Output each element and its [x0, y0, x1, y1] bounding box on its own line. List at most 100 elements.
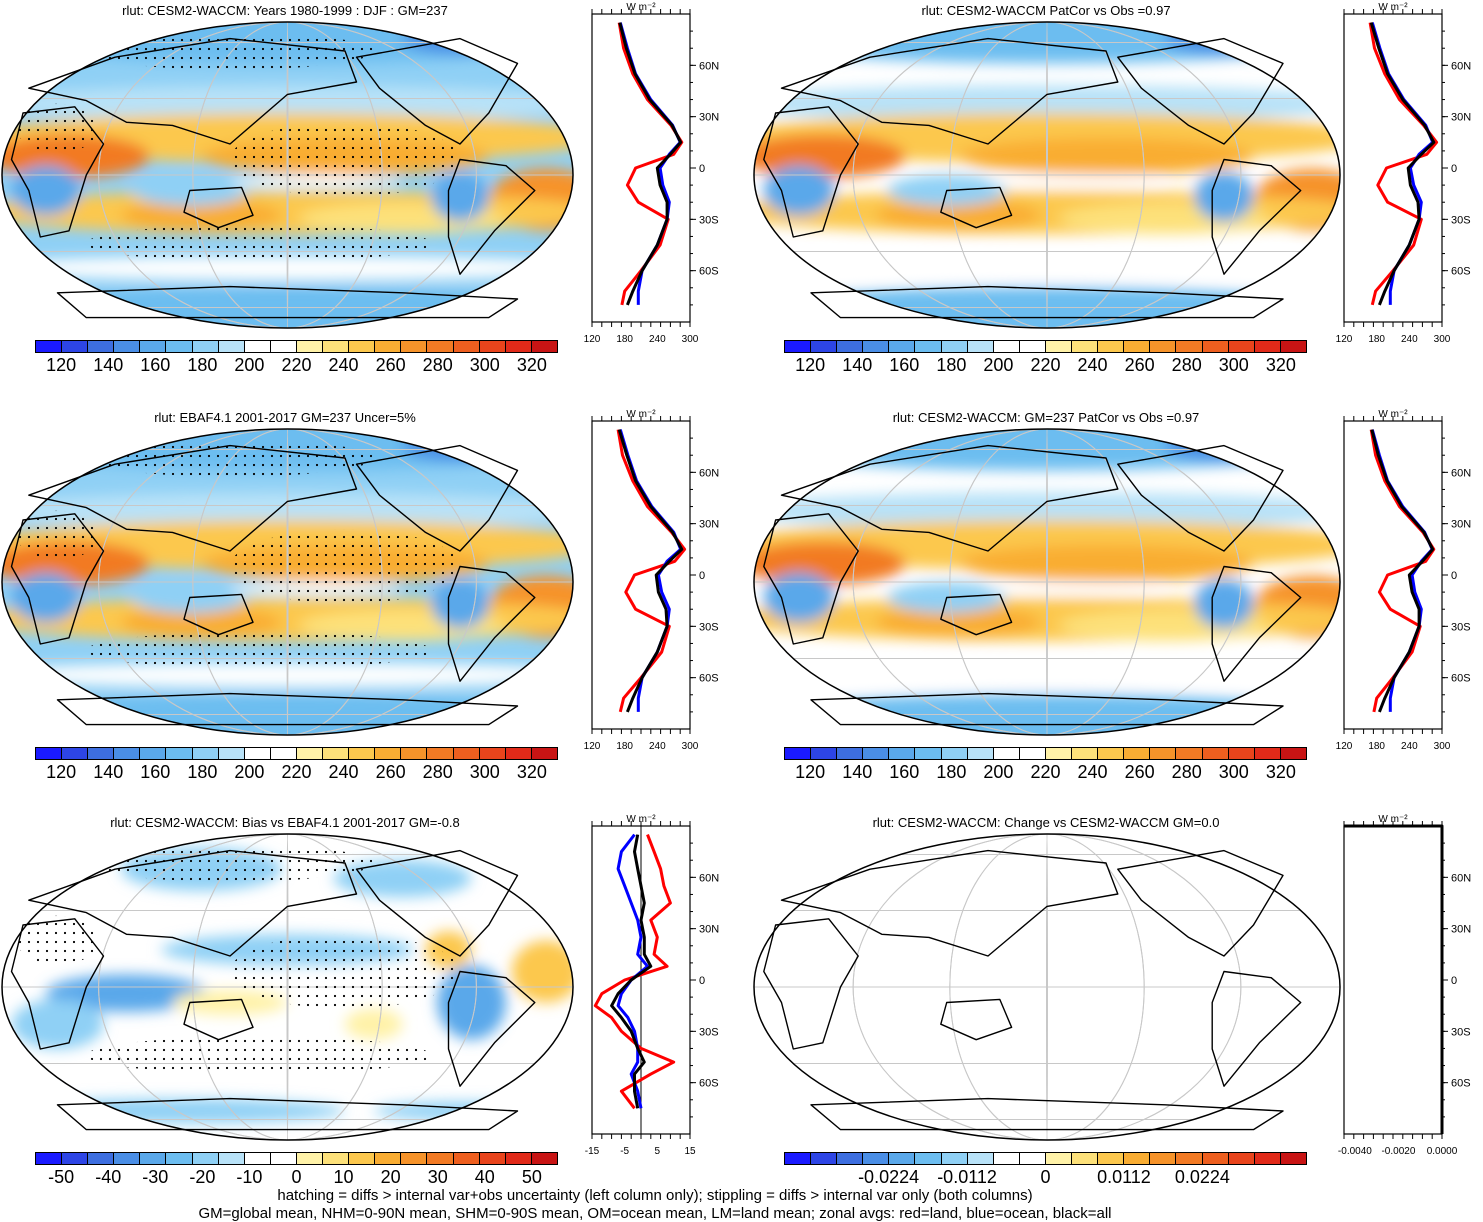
colorbar-swatch [1124, 1153, 1151, 1164]
colorbar-swatch [296, 748, 324, 759]
zonal-line-all [1369, 22, 1436, 306]
zonal-x-tick-label: 180 [616, 741, 633, 752]
colorbar-swatch [1072, 341, 1099, 352]
colorbar-swatch [889, 748, 916, 759]
zonal-lat-label: 60N [699, 872, 719, 884]
colorbar-swatch [1202, 341, 1229, 352]
field-blob [11, 999, 104, 1049]
colorbar-swatch [1254, 341, 1281, 352]
colorbar-swatch [1045, 748, 1073, 759]
field-blob [431, 171, 489, 222]
colorbar-swatch [349, 341, 376, 352]
colorbar-tick-label: 280 [422, 762, 453, 782]
colorbar-tick-label: 0.0112 [1097, 1167, 1151, 1187]
colorbar-tick-label: 260 [1124, 355, 1155, 375]
zonal-x-tick-label: 180 [1368, 741, 1385, 752]
colorbar-tick-label: 260 [375, 762, 406, 782]
colorbar-swatch [192, 1153, 219, 1164]
colorbar-swatch [1280, 748, 1306, 759]
colorbar-swatch [270, 341, 297, 352]
colorbar-tick-label: 40 [474, 1167, 495, 1187]
zonal-x-tick-label: 5 [655, 1146, 661, 1157]
colorbar-swatch [811, 748, 838, 759]
colorbar-swatch [296, 1153, 324, 1164]
colorbar-swatch [941, 341, 968, 352]
zonal-unit-label: W m⁻² [1378, 814, 1408, 825]
panel-title-bias: rlut: CESM2-WACCM: Bias vs EBAF4.1 2001-… [110, 815, 460, 830]
colorbar-tick-label: 320 [516, 762, 547, 782]
colorbar-swatch [1045, 1153, 1073, 1164]
colorbar-swatch [837, 1153, 864, 1164]
colorbar-swatch [1124, 341, 1151, 352]
field-blob [763, 572, 835, 623]
field-blob [172, 990, 288, 1015]
panel-title-model-2: rlut: CESM2-WACCM: GM=237 PatCor vs Obs … [892, 410, 1200, 425]
field-blob [345, 1008, 403, 1040]
map-model-2 [753, 428, 1341, 736]
field-blob [754, 134, 906, 179]
zonal-line-all [617, 429, 684, 713]
colorbar-tick-label: 220 [281, 355, 312, 375]
colorbar-swatch [479, 748, 506, 759]
colorbar-swatch [323, 748, 350, 759]
colorbar-tick-label: 180 [187, 355, 218, 375]
colorbar-tick-label: 200 [983, 355, 1014, 375]
zonal-line-land [1368, 22, 1439, 306]
colorbar-tick-label: 320 [1265, 355, 1296, 375]
colorbar-tick-label: 20 [380, 1167, 401, 1187]
zonal-x-tick-label: 300 [1434, 741, 1451, 752]
field-blob [1194, 171, 1254, 222]
colorbar-tick-label: 160 [140, 355, 171, 375]
colorbar-tick-label: 260 [1124, 762, 1155, 782]
colorbar-model-patcor [784, 340, 1307, 353]
colorbar-swatch [785, 1153, 812, 1164]
colorbar-swatch [140, 748, 167, 759]
zonal-lat-label: 60N [699, 60, 719, 72]
colorbar-tick-label: 120 [795, 762, 826, 782]
colorbar-swatch [785, 341, 812, 352]
colorbar-tick-label: 10 [333, 1167, 354, 1187]
zonal-x-tick-label: 240 [649, 741, 666, 752]
colorbar-swatch [1254, 1153, 1281, 1164]
zonal-unit-label: W m⁻² [1378, 2, 1408, 13]
colorbar-swatch [453, 748, 480, 759]
colorbar-tick-label: 120 [46, 762, 77, 782]
colorbar-tick-label: 140 [842, 762, 873, 782]
colorbar-swatch [62, 748, 89, 759]
colorbar-swatch [993, 1153, 1020, 1164]
field-blob [875, 606, 1042, 638]
colorbar-swatch [218, 748, 245, 759]
colorbar-swatch [941, 1153, 968, 1164]
map-border [1, 833, 574, 1141]
zonal-x-tick-label: -0.0040 [1338, 1146, 1372, 1157]
colorbar-swatch [114, 341, 141, 352]
zonal-plot-model-2: W m⁻² 120 180 240 300 60N 30N 0 30S 60S [1336, 409, 1472, 752]
colorbar-swatch [323, 341, 350, 352]
zonal-line-all [610, 834, 653, 1109]
colorbar-tick-label: 160 [889, 355, 920, 375]
zonal-x-tick-label: 120 [584, 334, 601, 345]
colorbar-swatch [192, 341, 219, 352]
colorbar-tick-label: 240 [328, 355, 359, 375]
coastlines [10, 444, 536, 726]
zonal-lat-label: 60S [699, 673, 719, 685]
field-blob [120, 199, 282, 231]
colorbar-swatch [427, 341, 454, 352]
colorbar-swatch [837, 748, 864, 759]
zonal-x-tick-label: 300 [682, 741, 699, 752]
colorbar-swatch [837, 341, 864, 352]
colorbar-swatch [192, 748, 219, 759]
footer-note-legend: GM=global mean, NHM=0-90N mean, SHM=0-90… [198, 1205, 1112, 1222]
field-blob [875, 199, 1042, 231]
colorbar-swatch [863, 341, 890, 352]
coastlines [10, 37, 536, 319]
zonal-unit-label: W m⁻² [626, 2, 656, 13]
colorbar-swatch [785, 748, 812, 759]
zonal-line-land [617, 22, 684, 306]
colorbar-tick-label: 240 [1077, 355, 1108, 375]
zonal-plot-bias: W m⁻² -15 -5 5 15 60N 30N 0 30S 60S [585, 814, 719, 1157]
colorbar-swatch [375, 341, 402, 352]
colorbar-swatch [479, 341, 506, 352]
colorbar-tick-label: 200 [234, 762, 265, 782]
colorbar-tick-label: -50 [48, 1167, 75, 1187]
